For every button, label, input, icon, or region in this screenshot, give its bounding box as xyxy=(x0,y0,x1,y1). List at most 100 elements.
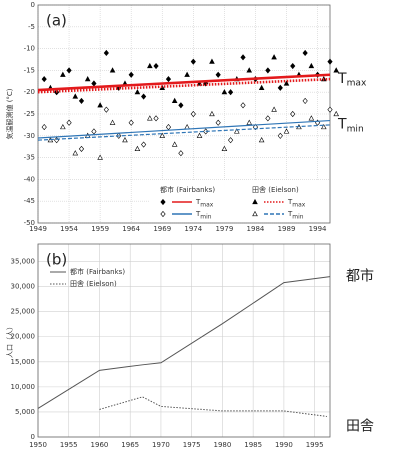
x-tick-label: 1985 xyxy=(244,441,262,449)
marker xyxy=(60,123,66,130)
marker xyxy=(209,58,215,64)
legend-label: Tmax xyxy=(287,198,306,208)
marker xyxy=(72,93,79,99)
marker xyxy=(54,137,60,144)
x-tick-label: 1990 xyxy=(275,441,293,449)
marker xyxy=(66,67,72,74)
marker xyxy=(141,93,147,100)
marker xyxy=(134,89,141,95)
marker xyxy=(302,49,308,57)
marker xyxy=(91,80,97,87)
y-tick-label: -25 xyxy=(24,110,35,118)
marker xyxy=(203,128,209,135)
marker xyxy=(178,102,184,109)
series-line xyxy=(99,396,327,417)
x-tick-label: 1980 xyxy=(214,441,232,449)
marker xyxy=(128,119,134,126)
marker xyxy=(333,67,340,73)
marker xyxy=(252,198,258,205)
legend-label: 田舎 (Eielson) xyxy=(70,280,117,288)
x-tick-label: 1970 xyxy=(152,441,170,449)
marker xyxy=(221,89,228,95)
legend-label: Tmin xyxy=(195,210,212,220)
marker xyxy=(103,49,109,57)
marker xyxy=(134,145,141,151)
marker xyxy=(277,132,283,139)
x-tick-label: 1965 xyxy=(121,441,139,449)
x-tick-label: 1974 xyxy=(184,225,202,233)
marker xyxy=(171,141,178,147)
y-tick-label: 0 xyxy=(31,433,35,441)
legend-label-base: T xyxy=(195,210,201,218)
y-tick-label: 15,000 xyxy=(11,358,36,366)
marker xyxy=(165,76,172,83)
marker xyxy=(128,71,134,78)
marker xyxy=(302,97,308,104)
marker xyxy=(141,141,147,148)
y-tick-label: -10 xyxy=(24,45,35,53)
marker xyxy=(196,132,203,138)
series-annotation: Tmax xyxy=(337,71,367,88)
y-tick-label: 30,000 xyxy=(11,283,36,291)
marker xyxy=(190,110,196,118)
marker xyxy=(209,110,215,117)
marker xyxy=(327,58,333,65)
trend-line xyxy=(37,73,331,92)
marker xyxy=(78,97,85,104)
series-annotation-base: T xyxy=(337,71,347,87)
marker xyxy=(153,62,159,70)
y-tick-label: -45 xyxy=(24,197,35,205)
marker xyxy=(184,123,190,130)
trend-line xyxy=(37,119,331,139)
x-tick-label: 1995 xyxy=(306,441,324,449)
x-tick-label: 1954 xyxy=(60,225,78,233)
marker xyxy=(97,102,103,108)
marker xyxy=(246,119,253,125)
y-tick-label: 35,000 xyxy=(11,258,36,266)
legend-box xyxy=(150,180,329,222)
marker xyxy=(327,106,333,113)
marker xyxy=(159,132,166,138)
plot-frame xyxy=(37,243,331,438)
marker xyxy=(41,124,47,131)
series-annotation-sub: min xyxy=(347,124,364,134)
y-tick-label: -30 xyxy=(24,132,35,140)
series-annotation: 田舎 xyxy=(346,418,374,434)
marker xyxy=(91,128,97,135)
marker xyxy=(184,71,190,77)
marker xyxy=(178,150,184,157)
x-tick-label: 1955 xyxy=(60,441,78,449)
legend-label-base: T xyxy=(287,198,293,206)
marker xyxy=(265,115,271,122)
panel-label: (b) xyxy=(46,251,67,269)
marker xyxy=(271,106,277,112)
legend-label-sub: max xyxy=(200,201,213,208)
panel-label: (a) xyxy=(46,12,67,30)
marker xyxy=(221,145,228,151)
marker xyxy=(78,145,85,152)
series-annotation: Tmin xyxy=(337,117,364,134)
marker xyxy=(228,137,234,144)
trend-line xyxy=(37,124,331,141)
series-line xyxy=(37,276,331,409)
marker xyxy=(308,115,315,121)
marker xyxy=(246,67,253,73)
series-annotation: 都市 xyxy=(346,268,374,285)
x-tick-label: 1984 xyxy=(247,225,265,233)
marker xyxy=(240,54,246,61)
x-tick-label: 1969 xyxy=(153,225,171,233)
x-tick-label: 1979 xyxy=(215,225,233,233)
marker xyxy=(171,97,178,104)
marker xyxy=(240,102,246,109)
legend-label-base: T xyxy=(287,210,293,218)
y-tick-label: 25,000 xyxy=(11,308,36,316)
marker xyxy=(97,154,103,160)
x-tick-label: 1960 xyxy=(91,441,109,449)
marker xyxy=(290,62,296,70)
x-tick-label: 1959 xyxy=(91,225,109,233)
y-tick-label: -20 xyxy=(24,88,35,96)
x-tick-label: 1964 xyxy=(122,225,140,233)
x-tick-label: 1975 xyxy=(183,441,201,449)
marker xyxy=(271,54,277,60)
